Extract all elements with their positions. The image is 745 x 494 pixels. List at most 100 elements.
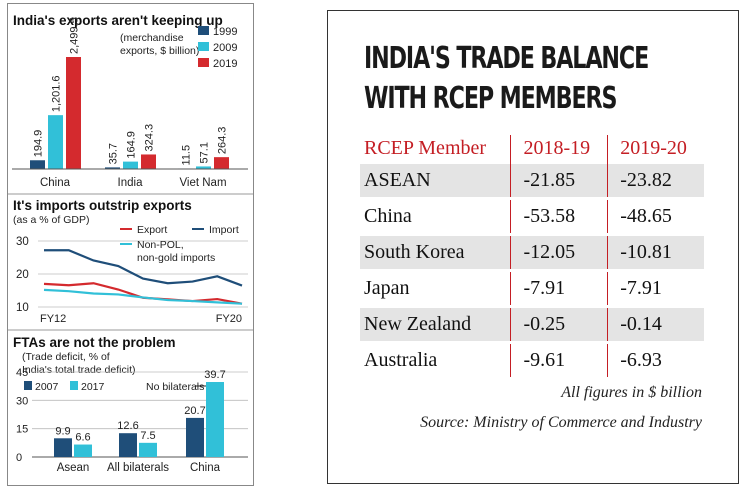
bar-label-India-1999: 35.7 bbox=[108, 143, 120, 164]
bar-label-China-2009: 1,201.6 bbox=[51, 75, 63, 112]
left-infographic-panel: India's exports aren't keeping up (merch… bbox=[7, 3, 254, 486]
y-tick-30: 30 bbox=[16, 236, 29, 248]
legend-label-2-line2: non-gold imports bbox=[137, 252, 215, 264]
bar-All bilaterals-2007 bbox=[119, 433, 137, 457]
bar-Viet Nam-2019 bbox=[214, 157, 229, 169]
bar-label-Viet Nam-1999: 11.5 bbox=[181, 145, 193, 166]
table-row: Australia -9.61 -6.93 bbox=[360, 344, 704, 377]
bar-label-China-2007: 20.7 bbox=[184, 405, 205, 417]
table-row: South Korea -12.05 -10.81 bbox=[360, 236, 704, 269]
col-header-2018-19: 2018-19 bbox=[510, 135, 608, 164]
bar-India-2019 bbox=[141, 154, 156, 169]
value-cell: -7.91 bbox=[607, 272, 704, 305]
bar-Asean-2007 bbox=[54, 438, 72, 457]
value-cell: -0.14 bbox=[607, 308, 704, 341]
source-note: Source: Ministry of Commerce and Industr… bbox=[420, 414, 702, 431]
legend-label-1: Import bbox=[209, 224, 239, 236]
legend-label-2017: 2017 bbox=[81, 381, 105, 393]
category-label-Viet Nam: Viet Nam bbox=[179, 177, 226, 189]
chart3-title: FTAs are not the problem bbox=[13, 335, 176, 350]
value-cell: -21.85 bbox=[510, 164, 608, 197]
chart2-legend: Export Import Non-POL,non-gold imports bbox=[120, 224, 239, 264]
bar-label-Asean-2017: 6.6 bbox=[75, 432, 90, 444]
chart2-subtitle: (as a % of GDP) bbox=[13, 214, 89, 226]
bar-Viet Nam-2009 bbox=[196, 166, 211, 169]
x-tick-FY20: FY20 bbox=[216, 313, 242, 325]
trade-balance-table: RCEP Member 2018-19 2019-20 ASEAN -21.85-… bbox=[360, 135, 704, 377]
bar-label-India-2009: 164.9 bbox=[126, 131, 138, 159]
value-cell: -7.91 bbox=[510, 272, 608, 305]
legend-swatch-1999 bbox=[198, 26, 209, 35]
chart3-legend: 2007 2017 bbox=[24, 381, 105, 393]
chart1-bars: 194.9 35.7 11.5 1,201.6 164.9 57.1 2,499.5 324.… bbox=[30, 17, 229, 169]
chart1-subtitle-1: (merchandise bbox=[120, 32, 184, 44]
bar-label-All bilaterals-2007: 12.6 bbox=[117, 420, 138, 432]
bar-label-All bilaterals-2017: 7.5 bbox=[140, 430, 155, 442]
member-cell: Australia bbox=[364, 349, 438, 371]
bar-Asean-2017 bbox=[74, 444, 92, 457]
bar-label-Viet Nam-2009: 57.1 bbox=[199, 142, 211, 163]
legend-label-2019: 2019 bbox=[213, 58, 237, 70]
category-label-China: China bbox=[190, 462, 221, 474]
bar-India-1999 bbox=[105, 167, 120, 169]
chart1-subtitle-2: exports, $ billion) bbox=[120, 45, 199, 57]
chart3-subtitle-1: (Trade deficit, % of bbox=[22, 351, 110, 363]
bar-label-China-2017: 39.7 bbox=[204, 369, 225, 381]
line-series-2 bbox=[43, 288, 243, 305]
member-cell: South Korea bbox=[360, 236, 511, 269]
chart3-subtitle-2: India's total trade deficit) bbox=[22, 364, 135, 376]
bar-label-China-1999: 194.9 bbox=[33, 130, 45, 158]
col-header-2019-20: 2019-20 bbox=[607, 135, 704, 164]
line-series-1 bbox=[44, 249, 243, 287]
member-cell: ASEAN bbox=[360, 164, 511, 197]
chart1-category-labels: China India Viet Nam bbox=[40, 177, 227, 189]
bar-China-2007 bbox=[186, 417, 204, 457]
x-tick-FY12: FY12 bbox=[40, 313, 66, 325]
y-tick-10: 10 bbox=[16, 302, 29, 314]
bar-India-2009 bbox=[123, 161, 138, 169]
category-label-India: India bbox=[118, 177, 144, 189]
line-series-0 bbox=[43, 282, 243, 305]
table-title-line-2: WITH RCEP MEMBERS bbox=[364, 81, 618, 116]
legend-swatch-2009 bbox=[198, 42, 209, 51]
category-label-Asean: Asean bbox=[57, 462, 90, 474]
y-tick-15: 15 bbox=[16, 424, 28, 436]
value-cell: -12.05 bbox=[510, 236, 608, 269]
chart3-bars: 9.9 12.6 20.7 6.6 7.5 39.7 bbox=[54, 369, 226, 457]
legend-label-2009: 2009 bbox=[213, 42, 237, 54]
category-label-All bilaterals: All bilaterals bbox=[107, 462, 169, 474]
table-row: China -53.58 -48.65 bbox=[360, 200, 704, 233]
chart1-legend: 1999 2009 2019 bbox=[198, 26, 237, 70]
legend-swatch-2017 bbox=[70, 381, 78, 390]
left-charts-svg: India's exports aren't keeping up (merch… bbox=[8, 13, 253, 474]
bar-China-2009 bbox=[48, 115, 63, 169]
col-header-member: RCEP Member bbox=[364, 137, 487, 159]
y-tick-0: 0 bbox=[16, 452, 22, 464]
value-cell: -23.82 bbox=[607, 164, 704, 197]
bar-China-2019 bbox=[66, 57, 81, 169]
bar-label-India-2019: 324.3 bbox=[144, 124, 156, 152]
table-title-line-1: INDIA'S TRADE BALANCE bbox=[364, 41, 649, 76]
chart2-x-ticks: FY12 FY20 bbox=[40, 313, 242, 325]
units-note: All figures in $ billion bbox=[561, 384, 702, 401]
member-cell: Japan bbox=[364, 277, 410, 299]
bar-label-China-2019: 2,499.5 bbox=[69, 17, 81, 54]
member-cell: China bbox=[364, 205, 412, 227]
legend-swatch-2019 bbox=[198, 58, 209, 67]
chart2-title: It's imports outstrip exports bbox=[13, 198, 192, 213]
value-cell: -48.65 bbox=[607, 200, 704, 233]
category-label-China: China bbox=[40, 177, 71, 189]
chart1-title: India's exports aren't keeping up bbox=[13, 13, 223, 28]
value-cell: -10.81 bbox=[607, 236, 704, 269]
bar-China-2017 bbox=[206, 382, 224, 457]
chart2-lines bbox=[43, 249, 243, 305]
bar-label-Viet Nam-2019: 264.3 bbox=[217, 127, 229, 155]
chart3-annotation: No bilaterals bbox=[146, 381, 204, 393]
legend-label-1999: 1999 bbox=[213, 26, 237, 38]
bar-China-1999 bbox=[30, 160, 45, 169]
right-table-panel: INDIA'S TRADE BALANCE WITH RCEP MEMBERS … bbox=[327, 10, 739, 484]
legend-label-0: Export bbox=[137, 224, 167, 236]
bar-All bilaterals-2017 bbox=[139, 442, 157, 457]
table-body: ASEAN -21.85 -23.82 China -53.58 -48.65 South … bbox=[360, 164, 704, 377]
value-cell: -9.61 bbox=[510, 344, 608, 377]
